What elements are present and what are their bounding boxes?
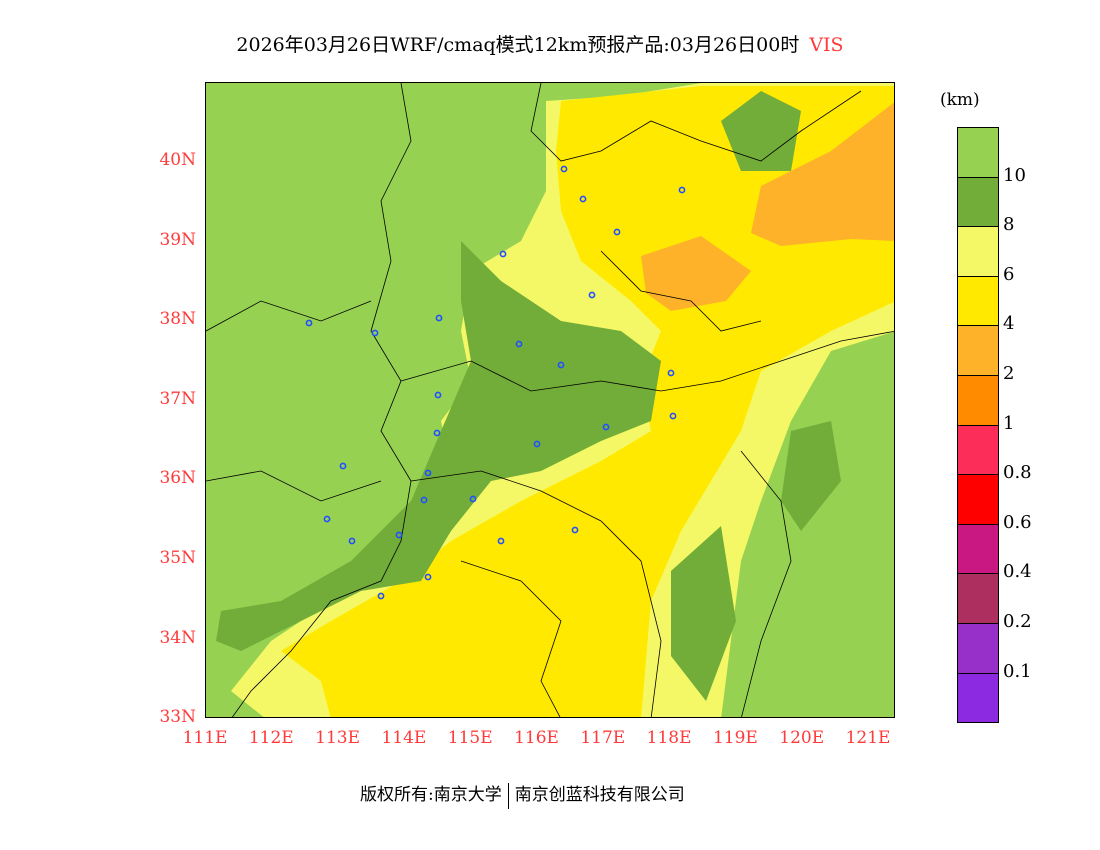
region-visibility-8-10-east bbox=[781, 421, 841, 531]
city-marker-icon bbox=[560, 165, 568, 173]
legend-swatch bbox=[958, 128, 998, 177]
lon-tick-label: 118E bbox=[646, 728, 692, 748]
region-visibility-2-4-bohai bbox=[641, 236, 751, 311]
copyright-left: 版权所有:南京大学 bbox=[360, 785, 502, 805]
lon-tick-label: 121E bbox=[845, 728, 891, 748]
city-marker-icon bbox=[515, 340, 523, 348]
legend-label: 0.6 bbox=[1003, 511, 1032, 533]
city-marker-icon bbox=[433, 429, 441, 437]
legend-swatch bbox=[958, 275, 998, 326]
map-title: 2026年03月26日WRF/cmaq模式12km预报产品:03月26日00时 V… bbox=[0, 30, 1080, 57]
city-marker-icon bbox=[579, 195, 587, 203]
footer-divider bbox=[507, 782, 509, 809]
lat-tick-label: 38N bbox=[159, 309, 196, 330]
legend-label: 6 bbox=[1003, 263, 1015, 285]
lat-tick-label: 37N bbox=[159, 388, 196, 409]
lon-tick-label: 120E bbox=[779, 728, 825, 748]
legend-label: 4 bbox=[1003, 313, 1015, 335]
legend-label: 10 bbox=[1003, 164, 1026, 186]
legend-swatch bbox=[958, 573, 998, 623]
legend-label: 0.2 bbox=[1003, 611, 1032, 632]
city-marker-icon bbox=[497, 537, 505, 545]
lat-tick-label: 35N bbox=[159, 548, 196, 568]
city-marker-icon bbox=[678, 186, 686, 194]
province-borders bbox=[206, 83, 894, 717]
city-marker-icon bbox=[348, 537, 356, 545]
lon-tick-label: 119E bbox=[712, 728, 758, 748]
city-marker-icon bbox=[533, 440, 541, 448]
city-marker-icon bbox=[588, 291, 596, 299]
legend-swatch bbox=[958, 226, 998, 276]
region-visibility-8-10-band bbox=[216, 241, 661, 651]
city-marker-icon bbox=[667, 369, 675, 377]
city-marker-icon bbox=[434, 391, 442, 399]
city-marker-icon bbox=[435, 314, 443, 322]
region-visibility-4-6 bbox=[281, 86, 894, 717]
city-marker-icon bbox=[339, 462, 347, 470]
region-visibility-2-4-ne bbox=[751, 102, 894, 246]
city-marker-icon bbox=[469, 495, 477, 503]
variable-label: VIS bbox=[809, 34, 844, 56]
legend-swatch bbox=[958, 474, 998, 524]
map-canvas bbox=[206, 83, 894, 717]
copyright-right: 南京创蓝科技有限公司 bbox=[514, 785, 685, 805]
city-marker-icon bbox=[424, 469, 432, 477]
city-marker-icon bbox=[424, 573, 432, 581]
region-visibility-8-10-ne bbox=[721, 91, 801, 171]
city-marker-icon bbox=[602, 423, 610, 431]
lat-tick-label: 36N bbox=[159, 468, 196, 489]
copyright-footer: 版权所有:南京大学 南京创蓝科技有限公司 bbox=[360, 780, 685, 809]
color-legend bbox=[957, 127, 999, 724]
legend-swatch bbox=[958, 523, 998, 574]
lon-tick-label: 115E bbox=[447, 728, 493, 748]
legend-label: 8 bbox=[1003, 214, 1015, 236]
title-text: 2026年03月26日WRF/cmaq模式12km预报产品:03月26日00时 bbox=[236, 34, 800, 56]
lon-tick-label: 117E bbox=[580, 728, 626, 748]
city-marker-icon bbox=[371, 329, 379, 337]
lat-tick-label: 39N bbox=[159, 229, 196, 250]
city-marker-icon bbox=[557, 361, 565, 369]
legend-swatch bbox=[958, 424, 998, 475]
city-marker-icon bbox=[613, 228, 621, 236]
legend-swatch bbox=[958, 374, 998, 425]
city-marker-icon bbox=[499, 250, 507, 258]
city-marker-icon bbox=[377, 592, 385, 600]
lon-tick-label: 112E bbox=[248, 728, 294, 748]
city-marker-icon bbox=[669, 412, 677, 420]
city-marker-icon bbox=[323, 515, 331, 523]
legend-unit: (km) bbox=[940, 90, 980, 110]
city-marker-icon bbox=[420, 496, 428, 504]
lon-tick-label: 114E bbox=[381, 728, 427, 748]
legend-swatch bbox=[958, 672, 998, 723]
lon-tick-label: 113E bbox=[315, 728, 361, 748]
city-marker-icon bbox=[305, 319, 313, 327]
lon-tick-label: 111E bbox=[182, 728, 228, 748]
legend-label: 1 bbox=[1003, 412, 1015, 434]
city-marker-icon bbox=[571, 526, 579, 534]
legend-label: 0.4 bbox=[1003, 561, 1032, 583]
legend-swatch bbox=[958, 176, 998, 227]
legend-swatch bbox=[958, 325, 998, 375]
city-marker-icon bbox=[395, 531, 403, 539]
visibility-map bbox=[205, 82, 895, 718]
legend-label: 0.1 bbox=[1003, 660, 1032, 682]
region-visibility-8-10-se bbox=[671, 526, 736, 701]
city-markers bbox=[305, 165, 686, 600]
legend-swatch bbox=[958, 622, 998, 673]
lat-tick-label: 40N bbox=[159, 150, 196, 170]
legend-label: 0.8 bbox=[1003, 462, 1032, 484]
lat-tick-label: 34N bbox=[159, 627, 196, 648]
lat-tick-label: 33N bbox=[159, 707, 196, 728]
legend-label: 2 bbox=[1003, 363, 1015, 384]
lon-tick-label: 116E bbox=[514, 728, 559, 748]
